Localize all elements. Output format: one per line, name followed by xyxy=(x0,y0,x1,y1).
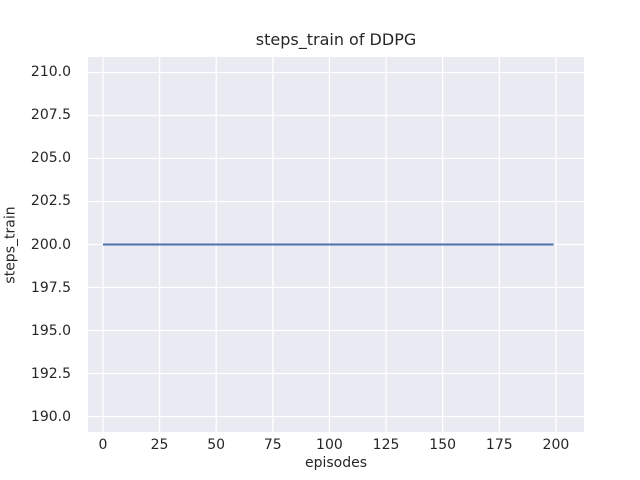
y-tick-label: 207.5 xyxy=(30,107,71,124)
y-tick-label: 200.0 xyxy=(30,236,71,253)
y-tick-label: 202.5 xyxy=(30,193,71,210)
x-tick-label: 0 xyxy=(98,437,108,453)
x-tick-label: 50 xyxy=(207,437,226,453)
y-tick-label: 205.0 xyxy=(30,150,71,167)
y-tick-label: 190.0 xyxy=(30,408,71,425)
x-tick-label: 150 xyxy=(429,437,457,453)
x-tick-label: 75 xyxy=(263,437,282,453)
x-tick-label: 175 xyxy=(485,437,513,453)
x-tick-label: 100 xyxy=(316,437,343,453)
y-tick-label: 195.0 xyxy=(30,322,71,339)
x-tick-label: 25 xyxy=(150,437,169,453)
y-tick-label: 197.5 xyxy=(30,279,71,296)
chart-title: steps_train of DDPG xyxy=(255,30,417,49)
y-tick-label: 192.5 xyxy=(30,365,71,382)
plot-canvas xyxy=(88,57,584,432)
plot-area xyxy=(88,57,584,432)
y-tick-label: 210.0 xyxy=(30,64,71,81)
x-tick-label: 200 xyxy=(542,437,570,453)
x-axis-label: episodes xyxy=(304,455,368,471)
x-tick-label: 125 xyxy=(372,437,400,453)
